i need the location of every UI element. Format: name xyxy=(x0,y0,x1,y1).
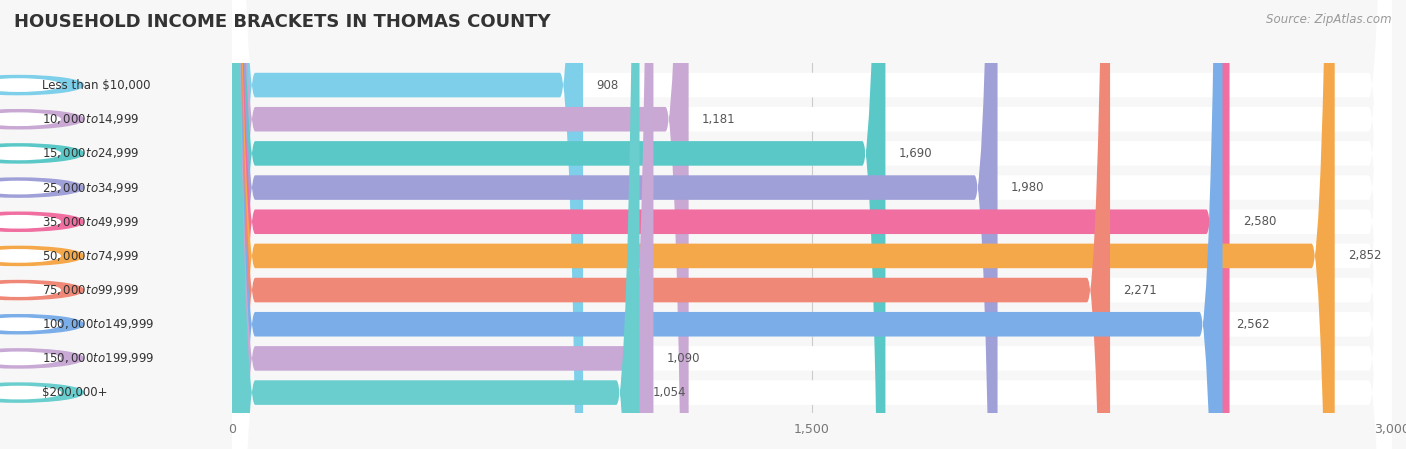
FancyBboxPatch shape xyxy=(232,0,654,449)
Circle shape xyxy=(0,181,60,194)
FancyBboxPatch shape xyxy=(232,0,886,449)
Text: Less than $10,000: Less than $10,000 xyxy=(42,79,150,92)
FancyBboxPatch shape xyxy=(232,0,583,449)
FancyBboxPatch shape xyxy=(232,0,1229,449)
FancyBboxPatch shape xyxy=(232,0,1111,449)
Text: 1,980: 1,980 xyxy=(1011,181,1045,194)
FancyBboxPatch shape xyxy=(232,0,1392,449)
Text: 2,852: 2,852 xyxy=(1348,249,1382,262)
Text: $100,000 to $149,999: $100,000 to $149,999 xyxy=(42,317,155,331)
Circle shape xyxy=(0,79,60,91)
Text: 2,562: 2,562 xyxy=(1236,318,1270,331)
Text: $10,000 to $14,999: $10,000 to $14,999 xyxy=(42,112,139,126)
Circle shape xyxy=(0,247,83,265)
FancyBboxPatch shape xyxy=(232,0,1392,449)
Circle shape xyxy=(0,216,60,228)
Text: Source: ZipAtlas.com: Source: ZipAtlas.com xyxy=(1267,13,1392,26)
Text: 908: 908 xyxy=(596,79,619,92)
FancyBboxPatch shape xyxy=(232,0,1392,449)
FancyBboxPatch shape xyxy=(232,0,1392,449)
FancyBboxPatch shape xyxy=(232,0,1223,449)
Circle shape xyxy=(0,113,60,125)
Text: 2,271: 2,271 xyxy=(1123,284,1157,297)
FancyBboxPatch shape xyxy=(232,0,998,449)
Circle shape xyxy=(0,284,60,296)
FancyBboxPatch shape xyxy=(232,0,1392,449)
Text: 2,580: 2,580 xyxy=(1243,215,1277,228)
Circle shape xyxy=(0,281,83,299)
FancyBboxPatch shape xyxy=(232,0,689,449)
Text: $200,000+: $200,000+ xyxy=(42,386,107,399)
Text: HOUSEHOLD INCOME BRACKETS IN THOMAS COUNTY: HOUSEHOLD INCOME BRACKETS IN THOMAS COUN… xyxy=(14,13,551,31)
Circle shape xyxy=(0,383,83,402)
FancyBboxPatch shape xyxy=(232,0,1392,449)
FancyBboxPatch shape xyxy=(232,0,1334,449)
FancyBboxPatch shape xyxy=(232,0,1392,449)
FancyBboxPatch shape xyxy=(232,0,1392,449)
FancyBboxPatch shape xyxy=(232,0,1392,449)
Text: $15,000 to $24,999: $15,000 to $24,999 xyxy=(42,146,139,160)
Circle shape xyxy=(0,144,83,163)
Text: 1,690: 1,690 xyxy=(898,147,932,160)
Circle shape xyxy=(0,110,83,129)
Text: 1,181: 1,181 xyxy=(702,113,735,126)
Circle shape xyxy=(0,318,60,330)
Text: 1,090: 1,090 xyxy=(666,352,700,365)
Circle shape xyxy=(0,349,83,368)
FancyBboxPatch shape xyxy=(232,0,1392,449)
Circle shape xyxy=(0,315,83,334)
Circle shape xyxy=(0,387,60,399)
Text: $50,000 to $74,999: $50,000 to $74,999 xyxy=(42,249,139,263)
Text: $25,000 to $34,999: $25,000 to $34,999 xyxy=(42,180,139,194)
Text: $75,000 to $99,999: $75,000 to $99,999 xyxy=(42,283,139,297)
FancyBboxPatch shape xyxy=(232,0,640,449)
Circle shape xyxy=(0,75,83,95)
Circle shape xyxy=(0,250,60,262)
Circle shape xyxy=(0,147,60,159)
Circle shape xyxy=(0,352,60,365)
Text: $150,000 to $199,999: $150,000 to $199,999 xyxy=(42,352,155,365)
Text: $35,000 to $49,999: $35,000 to $49,999 xyxy=(42,215,139,229)
Text: 1,054: 1,054 xyxy=(652,386,686,399)
Circle shape xyxy=(0,178,83,197)
Circle shape xyxy=(0,212,83,231)
